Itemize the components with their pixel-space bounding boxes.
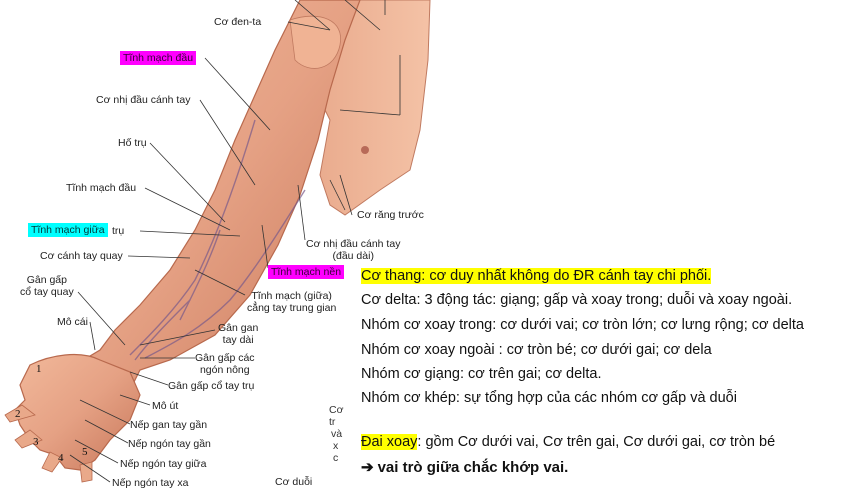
note-internal-rotators: Nhóm cơ xoay trong: cơ dưới vai; cơ tròn… — [361, 317, 805, 333]
label-hypothenar: Mô út — [152, 400, 179, 412]
note-external-rotators: Nhóm cơ xoay ngoài : cơ tròn bé; cơ dưới… — [361, 342, 712, 358]
label-brachioradialis: Cơ cánh tay quay — [40, 250, 123, 262]
arrow-right-icon: ➔ — [361, 459, 374, 476]
finger-5 — [79, 461, 93, 483]
finger-2 — [4, 404, 36, 423]
note-shoulder-stability-text: vai trò giữa chắc khớp vai. — [377, 459, 569, 476]
label-flexor-carpi-ulnaris: Gân gấp cổ tay trụ — [168, 380, 255, 392]
label-cephalic-vein-top: Tĩnh mạch đầu — [120, 51, 197, 65]
label-cubital-fossa: Hố trụ — [118, 137, 147, 149]
label-flexor-carpi-radialis-line1: Gân gấp — [26, 274, 67, 286]
label-cephalic-vein-mid: Tĩnh mạch đầu — [66, 182, 137, 194]
label-palmaris-longus: Gân gan tay dài — [218, 322, 258, 346]
finger-number-2: 2 — [15, 408, 21, 420]
label-palmaris-longus-line2: tay dài — [222, 334, 254, 346]
finger-number-3: 3 — [33, 436, 39, 448]
label-serratus-anterior: Cơ răng trước — [357, 209, 424, 221]
label-extensor: Cơ duỗi — [275, 476, 313, 488]
finger-number-5: 5 — [82, 446, 88, 458]
label-thenar: Mô cái — [57, 316, 88, 328]
leader-lines — [69, 0, 401, 483]
label-proximal-palmar-crease: Nếp gan tay gần — [130, 419, 208, 431]
vein-lines — [129, 119, 306, 361]
label-biceps: Cơ nhị đầu cánh tay — [96, 94, 191, 106]
finger-number-1: 1 — [36, 363, 42, 375]
note-trapezius-text: Cơ thang: cơ duy nhất không do ĐR cánh t… — [361, 268, 712, 284]
label-fds-line1: Gân gấp các — [195, 352, 255, 364]
partial-label-x: x — [333, 440, 339, 452]
label-median-vein-suffix: trụ — [112, 225, 125, 237]
note-rotator-cuff: Đai xoay: gồm Cơ dưới vai, Cơ trên gai, … — [361, 434, 775, 450]
finger-number-4: 4 — [58, 452, 64, 464]
note-deltoid: Cơ delta: 3 động tác: giạng; gấp và xoay… — [361, 292, 793, 308]
label-flexor-carpi-radialis-line2: cổ tay quay — [20, 286, 74, 298]
label-distal-digital-crease: Nếp ngón tay xa — [112, 477, 189, 489]
label-biceps-long-head-line2: (đầu dài) — [332, 250, 374, 262]
note-trapezius: Cơ thang: cơ duy nhất không do ĐR cánh t… — [361, 268, 712, 284]
label-biceps-long-head-line1: Cơ nhị đầu cánh tay — [306, 238, 401, 250]
label-biceps-long-head: Cơ nhị đầu cánh tay (đầu dài) — [306, 238, 400, 262]
note-adductors: Nhóm cơ khép: sự tổng hợp của các nhóm c… — [361, 390, 737, 406]
label-palmaris-longus-line1: Gân gan — [218, 322, 259, 334]
finger-3 — [14, 429, 43, 449]
note-abductors: Nhóm cơ giạng: cơ trên gai; cơ delta. — [361, 366, 602, 382]
partial-label-co: Cơ — [329, 404, 344, 416]
notes-panel: Cơ thang: cơ duy nhất không do ĐR cánh t… — [350, 262, 868, 489]
label-middle-digital-crease: Nếp ngón tay giữa — [120, 458, 207, 470]
note-shoulder-stability: ➔ vai trò giữa chắc khớp vai. — [361, 458, 568, 476]
partial-label-va: và — [331, 428, 343, 440]
hand-shape — [14, 354, 141, 471]
label-basilic-vein: Tĩnh mạch nền — [268, 265, 345, 279]
label-deltoid: Cơ đen-ta — [214, 16, 262, 28]
note-rotator-cuff-highlight: Đai xoay — [361, 434, 418, 450]
nipple-shape — [361, 146, 369, 154]
partial-label-tr: tr — [329, 416, 336, 428]
partial-label-c: c — [333, 452, 339, 464]
label-flexor-carpi-radialis: Gân gấp cổ tay quay — [20, 274, 74, 298]
label-median-antebrachial-vein-line1: Tĩnh mạch (giữa) — [251, 290, 332, 302]
label-proximal-digital-crease: Nếp ngón tay gần — [128, 438, 211, 450]
label-fds-line2: ngón nông — [199, 364, 250, 376]
finger-4 — [41, 451, 63, 473]
label-median-vein: Tĩnh mạch giữa — [28, 223, 108, 237]
label-flexor-digitorum-superficialis: Gân gấp các ngón nông — [195, 352, 255, 376]
note-rotator-cuff-rest: : gồm Cơ dưới vai, Cơ trên gai, Cơ dưới … — [417, 434, 776, 450]
label-median-antebrachial-vein-line2: cẳng tay trung gian — [247, 302, 337, 314]
label-median-antebrachial-vein: Tĩnh mạch (giữa) cẳng tay trung gian — [247, 290, 336, 314]
